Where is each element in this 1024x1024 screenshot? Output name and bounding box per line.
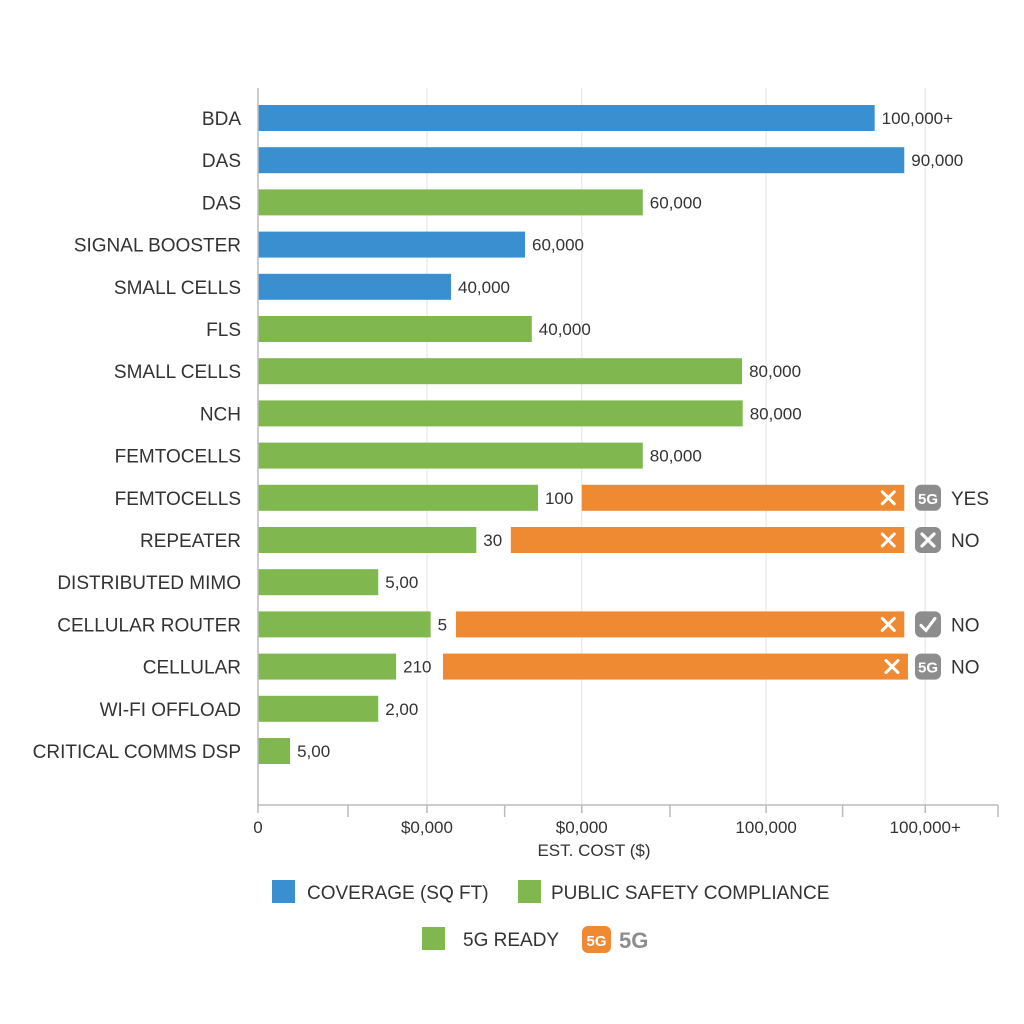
category-label: DAS (202, 193, 241, 214)
bar-compliance (258, 569, 379, 596)
bar-row: SMALL CELLS 80,000 (114, 358, 801, 385)
bar-row: FLS 40,000 (206, 316, 591, 342)
category-label: CELLULAR (143, 658, 241, 679)
category-label: DAS (202, 151, 241, 172)
legend-swatch (422, 927, 445, 950)
bar-coverage (258, 273, 452, 300)
x-icon (880, 490, 896, 506)
data-label: 80,000 (650, 447, 702, 466)
bar-5g (455, 611, 905, 638)
status-badge (915, 611, 941, 638)
data-label: 30 (483, 531, 502, 550)
bar-row: CELLULAR ROUTER 5 NO (57, 611, 980, 638)
x-tick-label: $0,000 (401, 818, 453, 837)
bar-compliance (258, 189, 643, 216)
status-badge (915, 484, 941, 511)
category-label: BDA (202, 109, 241, 130)
x-icon (880, 532, 896, 548)
bar-5g (443, 653, 908, 680)
x-tick-label: 100,000 (735, 818, 796, 837)
category-label: CRITICAL COMMS DSP (33, 742, 241, 763)
data-label: 5 (438, 615, 447, 634)
data-label: 100,000+ (882, 109, 953, 128)
bar-row: DISTRIBUTED MIMO 5,00 (57, 569, 418, 596)
legend-swatch (272, 880, 295, 903)
category-label: FEMTOCELLS (115, 447, 241, 468)
data-label: 40,000 (539, 320, 591, 339)
bar-coverage (258, 231, 526, 258)
bar-compliance (258, 527, 477, 553)
legend-label: COVERAGE (SQ FT) (307, 883, 489, 904)
bar-compliance (258, 653, 397, 680)
data-label: 40,000 (458, 278, 510, 297)
bar-row: SIGNAL BOOSTER 60,000 (74, 231, 584, 258)
data-label: 5,00 (385, 573, 418, 592)
bar-row: FEMTOCELLS 100 5G YES (115, 484, 989, 511)
bar-compliance (258, 316, 532, 342)
data-label: 80,000 (749, 362, 801, 381)
x-tick-label: 100,000+ (890, 818, 961, 837)
category-label: DISTRIBUTED MIMO (57, 573, 241, 594)
bar-compliance (258, 738, 291, 764)
status-text: NO (951, 658, 980, 679)
data-label: 80,000 (750, 404, 802, 423)
bar-compliance (258, 358, 743, 385)
5g-badge-icon (582, 926, 611, 953)
bar-row: DAS 60,000 (202, 189, 702, 216)
bar-row: CELLULAR 210 5G NO (143, 653, 980, 680)
category-label: NCH (200, 404, 241, 425)
category-label: WI-FI OFFLOAD (100, 700, 241, 721)
bar-row: REPEATER 30 NO (140, 527, 980, 553)
x-tick-label: $0,000 (556, 818, 608, 837)
x-icon (920, 532, 936, 548)
bar-coverage (258, 105, 875, 131)
bar-compliance (258, 442, 643, 469)
x-tick-label: 0 (253, 818, 262, 837)
bar-compliance (258, 611, 431, 638)
check-icon (919, 616, 937, 633)
x-icon (884, 659, 900, 675)
data-label: 5,00 (297, 742, 330, 761)
data-label: 60,000 (532, 236, 584, 255)
bar-5g (581, 484, 905, 511)
bar-row: WI-FI OFFLOAD 2,00 (100, 695, 418, 722)
bar-row: DAS 90,000 (202, 147, 963, 174)
bar-row: SMALL CELLS 40,000 (114, 273, 510, 300)
category-label: FEMTOCELLS (115, 489, 241, 510)
bar-coverage (258, 147, 905, 174)
status-text: NO (951, 615, 980, 636)
bar-row: FEMTOCELLS 80,000 (115, 442, 702, 469)
status-text: NO (951, 531, 980, 552)
status-badge (915, 653, 941, 680)
x-icon (880, 616, 896, 632)
bar-compliance (258, 400, 743, 427)
data-label: 100 (545, 489, 573, 508)
legend-swatch (518, 880, 541, 903)
5g-icon: 5G (918, 491, 938, 508)
bar-compliance (258, 695, 379, 722)
bar-row: CRITICAL COMMS DSP 5,00 (33, 738, 330, 764)
data-label: 2,00 (385, 700, 418, 719)
bar-row: NCH 80,000 (200, 400, 802, 427)
status-text: YES (951, 489, 989, 510)
category-label: FLS (206, 320, 241, 341)
category-label: SMALL CELLS (114, 362, 241, 383)
bar-5g (510, 527, 905, 553)
category-label: SMALL CELLS (114, 278, 241, 299)
data-label: 60,000 (650, 193, 702, 212)
legend-5g-text: 5G (619, 928, 648, 953)
bar-row: BDA 100,000+ (202, 105, 953, 131)
data-label: 210 (403, 658, 431, 677)
bar-compliance (258, 484, 538, 511)
5g-icon: 5G (918, 660, 938, 677)
legend-label: PUBLIC SAFETY COMPLIANCE (551, 883, 829, 904)
legend-badge-text: 5G (586, 933, 606, 950)
category-label: REPEATER (140, 531, 241, 552)
category-label: CELLULAR ROUTER (57, 615, 241, 636)
data-label: 90,000 (911, 151, 963, 170)
category-label: SIGNAL BOOSTER (74, 236, 241, 257)
x-axis-label: EST. COST ($) (537, 841, 650, 860)
legend-label: 5G READY (463, 930, 559, 951)
